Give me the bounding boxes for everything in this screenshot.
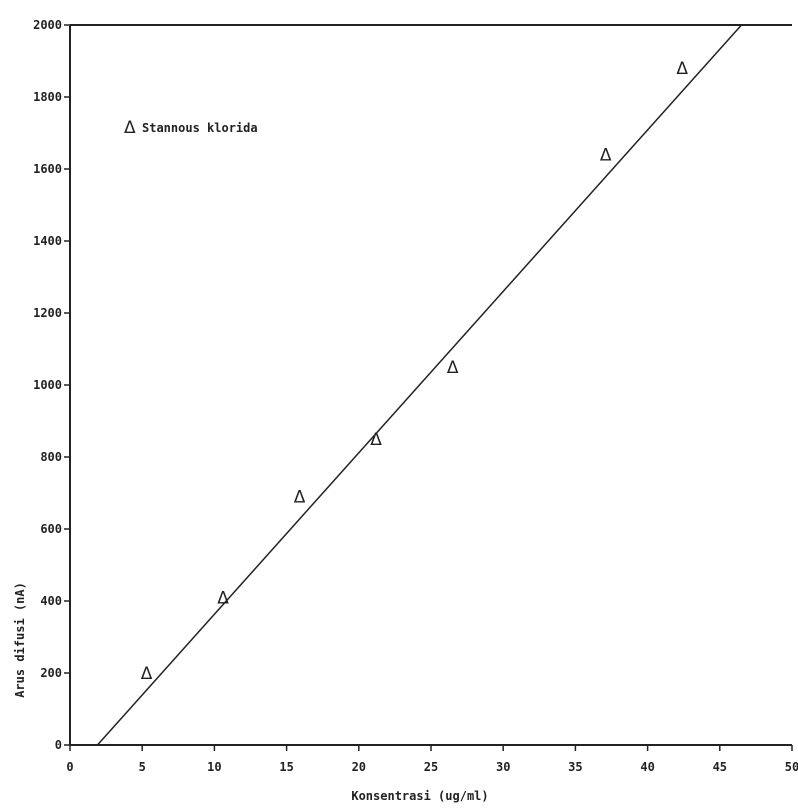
y-tick-label-800: 800: [40, 450, 62, 464]
x-tick-label-45: 45: [713, 760, 727, 774]
x-tick-label-10: 10: [207, 760, 221, 774]
data-point-5: Δ: [447, 358, 459, 378]
legend-marker: Δ: [124, 118, 136, 138]
data-point-6: Δ: [600, 146, 612, 166]
x-tick-label-5: 5: [139, 760, 146, 774]
y-tick-label-1200: 1200: [33, 306, 62, 320]
data-point-7: Δ: [676, 59, 688, 79]
x-tick-label-15: 15: [279, 760, 293, 774]
y-tick-label-600: 600: [40, 522, 62, 536]
y-tick-label-1600: 1600: [33, 162, 62, 176]
regression-line: [96, 24, 743, 746]
y-tick-label-2000: 2000: [33, 18, 62, 32]
x-tick-label-20: 20: [352, 760, 366, 774]
y-tick-label-400: 400: [40, 594, 62, 608]
data-point-3: Δ: [294, 488, 306, 508]
y-tick-label-1000: 1000: [33, 378, 62, 392]
y-tick-label-1400: 1400: [33, 234, 62, 248]
x-axis-label: Konsentrasi (ug/ml): [351, 789, 488, 803]
y-axis-title: Arus difusi (nA): [13, 582, 27, 698]
x-tick-label-40: 40: [640, 760, 654, 774]
y-axis-label: Arus difusi (nA): [13, 582, 27, 698]
x-tick-label-30: 30: [496, 760, 510, 774]
legend-label: Stannous klorida: [142, 121, 258, 135]
plot-area: 0 5 10 15 20 25 30 35 40 45 50 0 200 400 600 800 1000 120…: [33, 18, 798, 774]
data-point-4: Δ: [370, 430, 382, 450]
y-tick-label-0: 0: [55, 738, 62, 752]
data-point-1: Δ: [141, 664, 153, 684]
y-tick-label-200: 200: [40, 666, 62, 680]
x-tick-label-0: 0: [66, 760, 73, 774]
x-tick-label-50: 50: [785, 760, 798, 774]
x-tick-label-25: 25: [424, 760, 438, 774]
x-tick-label-35: 35: [568, 760, 582, 774]
legend: Δ Stannous klorida: [124, 118, 258, 138]
y-tick-label-1800: 1800: [33, 90, 62, 104]
data-point-2: Δ: [217, 588, 229, 608]
